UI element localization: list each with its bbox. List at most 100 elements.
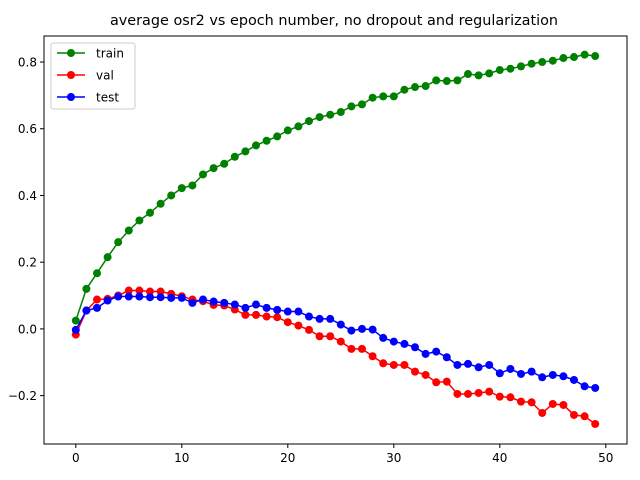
- data-point-test: [358, 324, 366, 333]
- series-train: [71, 50, 600, 325]
- x-tick-label: 50: [598, 451, 613, 465]
- y-tick-label: 0.2: [18, 256, 37, 270]
- data-point-test: [230, 300, 239, 309]
- data-point-train: [103, 253, 112, 262]
- data-point-test: [146, 293, 154, 302]
- data-point-val: [432, 378, 441, 387]
- data-point-test: [506, 364, 515, 373]
- data-point-val: [389, 360, 398, 369]
- y-tick-label: −0.2: [8, 389, 37, 403]
- data-point-train: [326, 110, 335, 119]
- data-point-val: [358, 344, 366, 353]
- x-tick-label: 40: [492, 451, 507, 465]
- data-point-test: [368, 325, 377, 334]
- data-point-train: [453, 76, 462, 85]
- data-point-train: [432, 76, 441, 85]
- data-point-train: [517, 62, 525, 71]
- data-point-test: [559, 372, 568, 381]
- data-point-val: [273, 313, 282, 322]
- data-point-train: [464, 70, 472, 79]
- y-tick-label: 0.6: [18, 122, 37, 136]
- data-point-val: [506, 393, 515, 402]
- data-point-train: [485, 69, 494, 78]
- data-point-train: [209, 164, 218, 173]
- data-point-val: [485, 387, 494, 396]
- data-point-test: [389, 337, 398, 346]
- data-point-val: [294, 321, 303, 330]
- data-point-val: [262, 312, 271, 321]
- data-point-test: [199, 295, 207, 304]
- data-point-val: [453, 389, 462, 398]
- data-point-train: [506, 64, 515, 73]
- legend-marker: [67, 49, 75, 57]
- data-point-test: [103, 296, 112, 305]
- data-point-val: [368, 352, 377, 361]
- data-point-train: [379, 92, 388, 101]
- data-point-test: [495, 369, 504, 378]
- x-tick-label: 30: [386, 451, 401, 465]
- data-point-val: [305, 325, 313, 334]
- legend-item-train: train: [57, 47, 124, 61]
- data-point-train: [421, 82, 430, 91]
- data-point-train: [124, 226, 133, 235]
- data-point-test: [294, 307, 303, 316]
- data-point-test: [188, 298, 197, 307]
- data-point-test: [220, 298, 229, 307]
- data-point-test: [326, 314, 335, 323]
- y-tick-label: 0.8: [18, 56, 37, 70]
- data-point-test: [177, 293, 186, 302]
- y-tick-label: 0.0: [18, 322, 37, 336]
- data-point-val: [135, 286, 144, 295]
- data-point-val: [517, 397, 525, 406]
- data-point-val: [347, 344, 356, 353]
- legend-marker: [67, 93, 75, 101]
- data-point-test: [252, 300, 260, 309]
- data-point-train: [474, 71, 483, 80]
- data-point-test: [548, 370, 557, 379]
- data-point-test: [442, 353, 451, 362]
- data-point-train: [559, 54, 568, 63]
- data-point-train: [442, 77, 451, 86]
- data-point-train: [199, 170, 207, 179]
- data-point-train: [230, 152, 239, 161]
- data-point-val: [527, 398, 536, 407]
- data-point-val: [326, 332, 335, 341]
- data-point-test: [114, 292, 123, 301]
- data-point-train: [315, 113, 324, 122]
- data-point-train: [411, 83, 419, 92]
- data-point-val: [252, 310, 260, 319]
- data-point-train: [220, 159, 229, 168]
- legend-marker: [67, 71, 75, 79]
- data-point-val: [400, 360, 409, 369]
- data-point-val: [336, 337, 345, 346]
- legend-item-val: val: [57, 69, 114, 83]
- data-point-test: [93, 303, 101, 312]
- axes-layer: 0 10 20 30 40 50 −0.2 0.0 0.2 0.4 0.6 0.8: [8, 35, 628, 465]
- data-point-train: [146, 208, 154, 217]
- x-tick-label: 0: [72, 451, 80, 465]
- data-point-val: [421, 370, 430, 379]
- data-point-train: [538, 58, 547, 67]
- data-point-train: [495, 66, 504, 75]
- data-point-train: [177, 184, 186, 193]
- data-point-test: [432, 347, 441, 356]
- data-point-val: [146, 287, 154, 296]
- data-point-train: [368, 93, 377, 102]
- legend: train val test: [50, 42, 136, 110]
- chart-title: average osr2 vs epoch number, no dropout…: [110, 13, 558, 29]
- data-point-train: [167, 191, 176, 200]
- data-point-test: [167, 293, 176, 302]
- data-point-val: [411, 367, 419, 376]
- legend-box: [50, 42, 136, 110]
- data-point-train: [305, 117, 313, 126]
- data-point-train: [336, 108, 345, 117]
- data-point-test: [209, 297, 218, 306]
- data-point-train: [135, 216, 144, 225]
- data-point-val: [156, 287, 165, 296]
- data-point-train: [114, 238, 123, 247]
- series-val: [71, 286, 600, 428]
- data-point-train: [252, 141, 260, 150]
- legend-item-test: test: [57, 91, 119, 105]
- data-point-val: [559, 400, 568, 409]
